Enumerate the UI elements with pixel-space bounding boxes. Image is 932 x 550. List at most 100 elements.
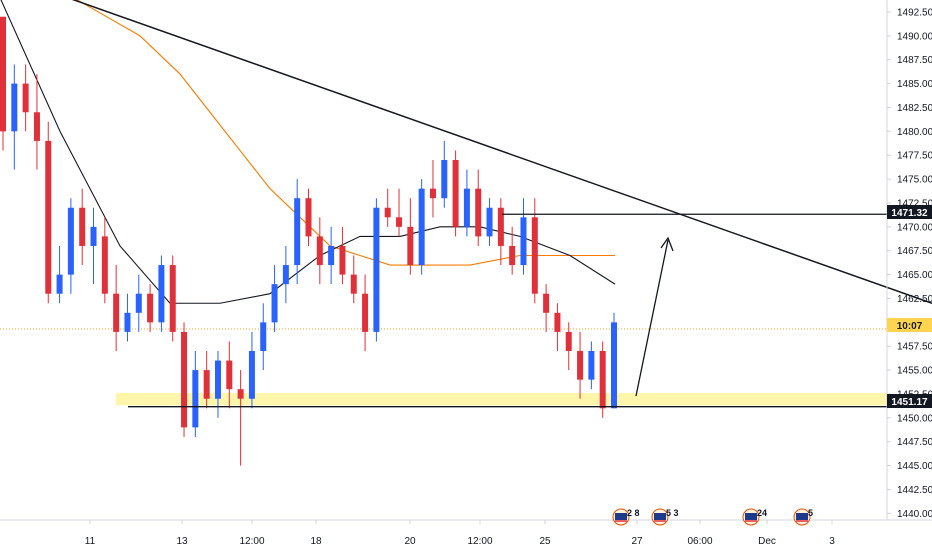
- projection-arrow-shaft: [635, 239, 669, 397]
- event-count-label: 5: [808, 508, 813, 518]
- drawings-layer: [71, 0, 932, 408]
- price-tick-label: 1450.00: [897, 413, 932, 424]
- candle-body: [237, 389, 244, 399]
- candle-body: [543, 293, 550, 313]
- candle-body: [124, 312, 131, 332]
- time-tick-label: 18: [310, 536, 322, 547]
- candle-body: [192, 370, 199, 428]
- candle-body: [418, 188, 425, 266]
- event-count-label: 24: [757, 508, 767, 518]
- price-tick-label: 1455.00: [897, 366, 932, 377]
- candle-body: [45, 140, 52, 294]
- time-tick-label: 12:00: [467, 536, 492, 547]
- candle-body: [56, 274, 63, 294]
- candle-body: [260, 322, 267, 351]
- support-zone: [116, 393, 887, 406]
- candle-body: [599, 351, 606, 409]
- zones-layer: [0, 328, 887, 406]
- time-axis[interactable]: 11 13 12:00 18 20 12:00 25 27 06:00 Dec 3: [0, 519, 932, 547]
- candle-body: [328, 245, 335, 266]
- time-tick-label: 20: [404, 536, 416, 547]
- candle-body: [282, 265, 289, 285]
- event-markers-layer[interactable]: 2 8 5 3 24 5: [612, 508, 813, 526]
- candle-body: [577, 351, 584, 380]
- candle-body: [226, 360, 233, 390]
- candle-body: [441, 160, 448, 199]
- time-tick-label: 13: [176, 536, 188, 547]
- resistance-price-label: 1471.32: [891, 208, 928, 219]
- price-tick-label: 1445.00: [897, 461, 932, 472]
- candle-body: [101, 236, 108, 294]
- candle-body: [452, 160, 459, 227]
- event-count-label: 2 8: [627, 508, 640, 518]
- price-tags-layer: 1471.32 10:07 1451.17: [887, 205, 932, 408]
- projection-arrow-head: [660, 236, 674, 252]
- time-tick-label: 11: [85, 536, 96, 547]
- candle-body: [588, 351, 595, 380]
- candle-body: [90, 226, 97, 246]
- price-tick-label: 1490.00: [897, 31, 932, 42]
- price-tick-label: 1482.50: [897, 103, 932, 114]
- candle-body: [158, 265, 165, 323]
- candle-body: [11, 83, 18, 132]
- time-tick-label: 27: [631, 536, 643, 547]
- candle-body: [520, 217, 527, 266]
- candle-body: [509, 245, 516, 266]
- candle-body: [22, 83, 29, 113]
- countdown-label: 10:07: [897, 321, 923, 332]
- candle-body: [339, 245, 346, 275]
- price-tick-label: 1487.50: [897, 55, 932, 66]
- price-tick-label: 1470.00: [897, 222, 932, 233]
- candle-body: [531, 217, 538, 294]
- time-tick-label: 12:00: [239, 536, 264, 547]
- moving-average-orange: [76, 0, 615, 266]
- candle-body: [429, 188, 436, 199]
- event-count-label: 5 3: [666, 508, 679, 518]
- price-tick-label: 1485.00: [897, 79, 932, 90]
- candles-layer: [0, 16, 617, 466]
- candle-body: [554, 312, 561, 332]
- flag-canton: [654, 513, 666, 520]
- flag-canton: [615, 513, 627, 520]
- price-tick-label: 1475.00: [897, 175, 932, 186]
- price-tick-label: 1480.00: [897, 127, 932, 138]
- candle-body: [203, 370, 210, 399]
- time-tick-label: 25: [539, 536, 551, 547]
- price-tick-label: 1457.50: [897, 342, 932, 353]
- price-tick-label: 1477.50: [897, 151, 932, 162]
- candle-body: [565, 331, 572, 351]
- candle-body: [169, 265, 176, 332]
- candle-body: [396, 217, 403, 227]
- candle-body: [67, 207, 74, 275]
- candle-body: [0, 16, 6, 132]
- candle-body: [486, 207, 493, 237]
- support-price-tag: [887, 394, 932, 408]
- time-tick-label: Dec: [758, 536, 776, 547]
- price-tick-label: 1442.50: [897, 485, 932, 496]
- candle-body: [147, 293, 154, 323]
- candle-body: [214, 360, 221, 399]
- candle-body: [248, 351, 255, 399]
- candle-body: [407, 226, 414, 266]
- candle-body: [113, 293, 120, 332]
- price-tick-label: 1462.50: [897, 294, 932, 305]
- candle-body: [79, 207, 86, 246]
- candle-body: [294, 198, 301, 266]
- resistance-price-tag: [887, 205, 932, 219]
- countdown-price-tag: [887, 318, 932, 332]
- candle-body: [316, 236, 323, 266]
- price-tick-label: 1447.50: [897, 437, 932, 448]
- price-tick-label: 1472.50: [897, 198, 932, 209]
- candle-body: [373, 207, 380, 332]
- candle-body: [475, 188, 482, 237]
- price-tick-label: 1440.00: [897, 509, 932, 520]
- price-tick-label: 1467.50: [897, 246, 932, 257]
- candle-body: [463, 188, 470, 227]
- price-tick-label: 1492.50: [897, 7, 932, 18]
- candle-body: [135, 293, 142, 313]
- flag-canton: [796, 513, 808, 520]
- candle-body: [350, 274, 357, 294]
- descending-trendline: [71, 0, 932, 304]
